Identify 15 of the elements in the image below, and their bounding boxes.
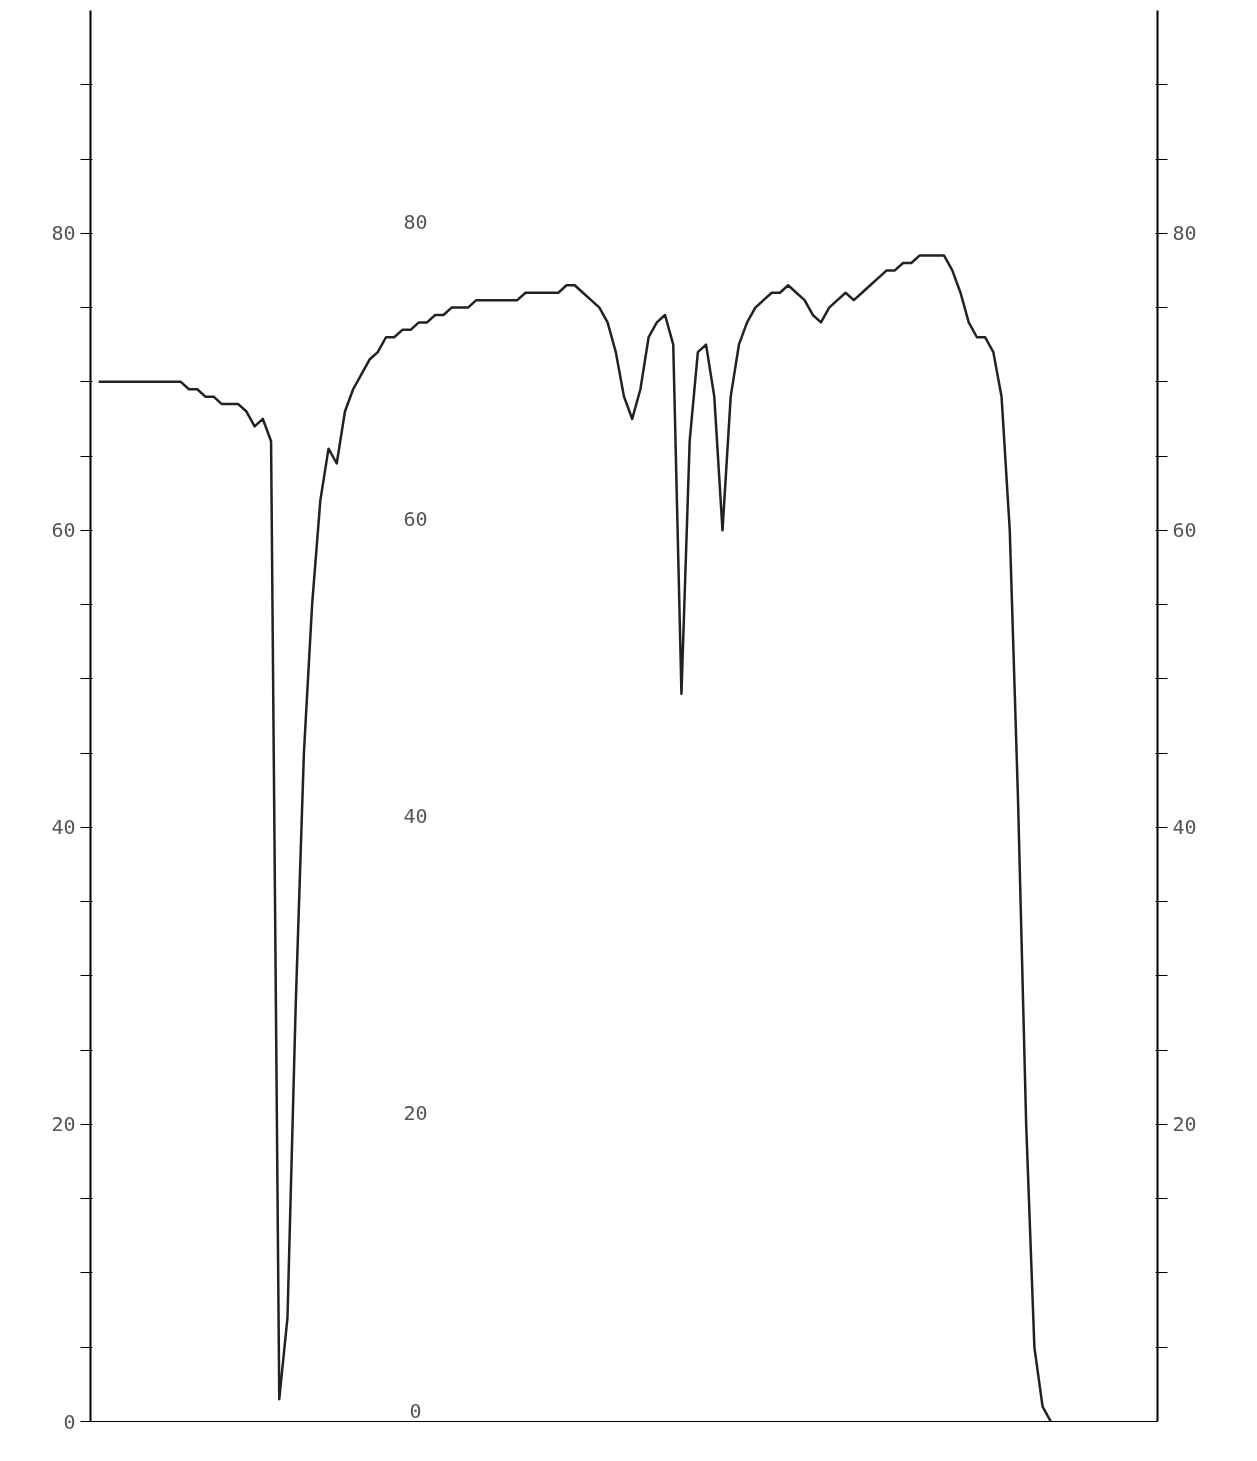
annotation: 60 (403, 507, 428, 532)
y2-tick-label: 20 (1172, 1112, 1197, 1137)
y2-tick-label: 60 (1172, 518, 1197, 543)
annotation: 80 (403, 210, 428, 235)
annotation: 40 (403, 804, 428, 829)
y-tick-label: 60 (51, 518, 76, 543)
y-tick-label: 80 (51, 221, 76, 246)
y-tick-label: 20 (51, 1112, 76, 1137)
y2-tick-label: 40 (1172, 815, 1197, 840)
annotation: 0 (409, 1398, 422, 1423)
y2-tick-label: 80 (1172, 221, 1197, 246)
annotation: 20 (403, 1101, 428, 1126)
y-tick-label: 40 (51, 815, 76, 840)
line-series (97, 254, 1053, 1422)
y-tick-label: 0 (63, 1409, 76, 1434)
